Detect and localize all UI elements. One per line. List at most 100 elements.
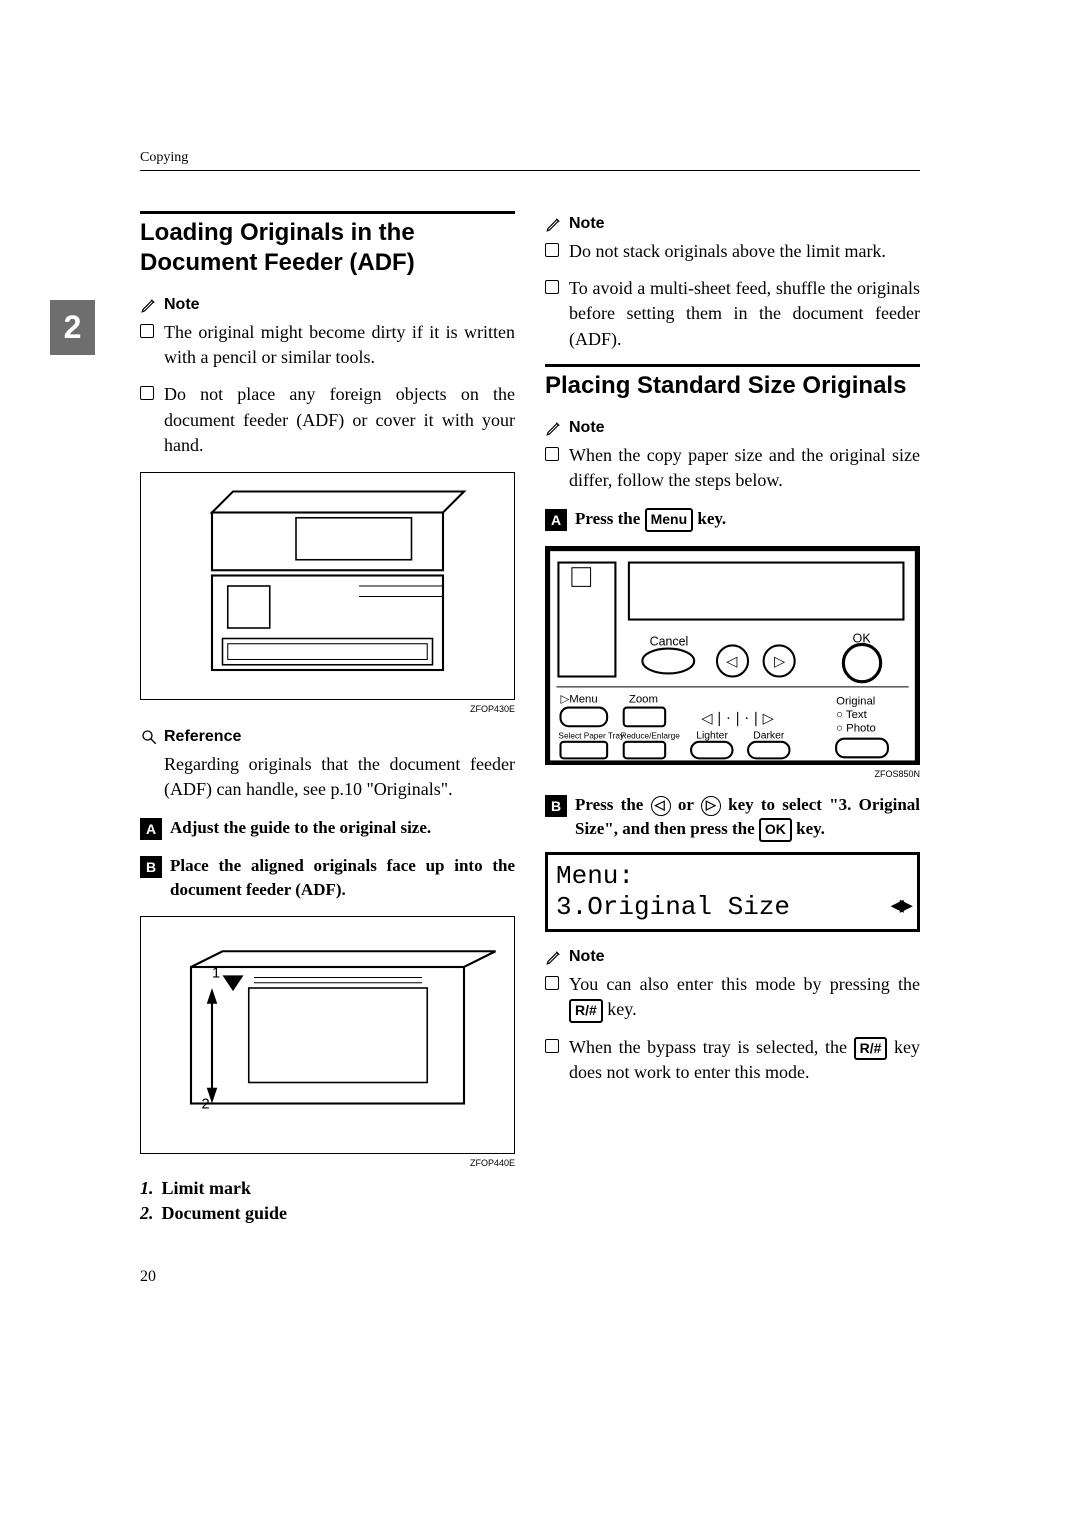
- step-text: Place the aligned originals face up into…: [170, 854, 515, 902]
- note-text-segment: You can also enter this mode by pressing…: [569, 974, 920, 994]
- legend-item: 1. Limit mark: [140, 1178, 515, 1199]
- bullet-icon: [545, 447, 559, 461]
- bullet-icon: [140, 324, 154, 338]
- step-1: A Press the Menu key.: [545, 507, 920, 532]
- step-2: B Press the or key to select "3. Origina…: [545, 793, 920, 841]
- note-heading: Note: [545, 419, 920, 437]
- section-title-adf: Loading Originals in the Document Feeder…: [140, 218, 515, 278]
- svg-text:▷: ▷: [774, 654, 786, 670]
- svg-text:Lighter: Lighter: [696, 730, 728, 741]
- figure-caption: ZFOS850N: [545, 769, 920, 779]
- svg-text:2: 2: [202, 1097, 210, 1113]
- bullet-icon: [545, 280, 559, 294]
- running-header: Copying: [140, 150, 920, 171]
- chapter-tab: 2: [50, 300, 95, 355]
- legend-number: 1.: [140, 1178, 154, 1199]
- printer-illustration: [149, 481, 506, 691]
- svg-text:Select Paper Tray: Select Paper Tray: [558, 731, 625, 740]
- figure-control-panel: Cancel ◁ ▷ OK ▷Menu Zoom Select Paper Tr…: [545, 546, 920, 766]
- left-column: Loading Originals in the Document Feeder…: [140, 201, 515, 1228]
- reference-text: Regarding originals that the document fe…: [164, 752, 515, 802]
- bullet-icon: [545, 976, 559, 990]
- reference-label: Reference: [164, 728, 241, 746]
- figure-caption: ZFOP430E: [140, 704, 515, 714]
- step-text: Press the Menu key.: [575, 507, 726, 532]
- magnifier-icon: [140, 728, 158, 746]
- step-text-segment: key.: [697, 509, 726, 528]
- step-number-icon: B: [545, 795, 567, 817]
- svg-text:Zoom: Zoom: [629, 693, 658, 705]
- pencil-icon: [545, 419, 563, 437]
- svg-text:Darker: Darker: [753, 730, 785, 741]
- bullet-icon: [545, 243, 559, 257]
- note-text: The original might become dirty if it is…: [164, 320, 515, 370]
- step-text-segment: Press the: [575, 509, 645, 528]
- legend-number: 2.: [140, 1203, 154, 1224]
- svg-text:1: 1: [212, 965, 220, 981]
- note-text-segment: key.: [607, 999, 636, 1019]
- step-text-segment: Press the: [575, 795, 651, 814]
- note-label: Note: [569, 419, 605, 437]
- section-title-standard: Placing Standard Size Originals: [545, 371, 920, 401]
- r-hash-key-label: R/#: [569, 999, 603, 1023]
- step-text: Press the or key to select "3. Original …: [575, 793, 920, 841]
- note-label: Note: [569, 948, 605, 966]
- figure-adf-printer: [140, 472, 515, 700]
- legend-item: 2. Document guide: [140, 1203, 515, 1224]
- svg-text:○ Text: ○ Text: [836, 709, 868, 721]
- lcd-arrows-icon: ◀▶: [891, 894, 910, 920]
- note-label: Note: [164, 296, 200, 314]
- adf-guide-illustration: 1 2: [149, 925, 506, 1146]
- step-text: Adjust the guide to the original size.: [170, 816, 431, 840]
- note-item: To avoid a multi-sheet feed, shuffle the…: [545, 276, 920, 352]
- note-item: You can also enter this mode by pressing…: [545, 972, 920, 1023]
- note-heading: Note: [140, 296, 515, 314]
- ok-key-label: OK: [759, 818, 792, 842]
- svg-text:Reduce/Enlarge: Reduce/Enlarge: [621, 731, 681, 740]
- figure-adf-guide: 1 2: [140, 916, 515, 1155]
- note-item: Do not place any foreign objects on the …: [140, 382, 515, 458]
- svg-text:◁: ◁: [726, 654, 738, 670]
- note-item: The original might become dirty if it is…: [140, 320, 515, 370]
- step-text-segment: or: [678, 795, 701, 814]
- menu-key-label: Menu: [645, 508, 694, 532]
- note-text: Do not place any foreign objects on the …: [164, 382, 515, 458]
- note-heading: Note: [545, 948, 920, 966]
- lcd-line1: Menu:: [556, 861, 909, 892]
- note-item: When the copy paper size and the origina…: [545, 443, 920, 493]
- step-number-icon: A: [140, 818, 162, 840]
- svg-text:Original: Original: [836, 695, 875, 707]
- left-arrow-key-icon: [651, 796, 671, 816]
- pencil-icon: [140, 296, 158, 314]
- reference-heading: Reference: [140, 728, 515, 746]
- step-number-icon: B: [140, 856, 162, 878]
- svg-text:▷Menu: ▷Menu: [561, 693, 598, 705]
- lcd-display: Menu: 3.Original Size ◀▶: [545, 852, 920, 932]
- svg-text:○ Photo: ○ Photo: [836, 722, 876, 734]
- note-item: When the bypass tray is selected, the R/…: [545, 1035, 920, 1086]
- pencil-icon: [545, 215, 563, 233]
- lcd-line2: 3.Original Size: [556, 892, 790, 923]
- note-text: To avoid a multi-sheet feed, shuffle the…: [569, 276, 920, 352]
- bullet-icon: [140, 386, 154, 400]
- r-hash-key-label: R/#: [854, 1037, 888, 1061]
- note-text: When the bypass tray is selected, the R/…: [569, 1035, 920, 1086]
- step-2: B Place the aligned originals face up in…: [140, 854, 515, 902]
- step-1: A Adjust the guide to the original size.: [140, 816, 515, 840]
- cancel-label: Cancel: [650, 634, 689, 648]
- note-text-segment: When the bypass tray is selected, the: [569, 1037, 854, 1057]
- figure-caption: ZFOP440E: [140, 1158, 515, 1168]
- note-heading: Note: [545, 215, 920, 233]
- control-panel-illustration: Cancel ◁ ▷ OK ▷Menu Zoom Select Paper Tr…: [546, 547, 919, 765]
- page-number: 20: [140, 1268, 1020, 1286]
- legend-text: Document guide: [162, 1203, 288, 1224]
- legend-text: Limit mark: [162, 1178, 252, 1199]
- bullet-icon: [545, 1039, 559, 1053]
- figure-legend: 1. Limit mark 2. Document guide: [140, 1178, 515, 1224]
- pencil-icon: [545, 948, 563, 966]
- note-label: Note: [569, 215, 605, 233]
- note-text: You can also enter this mode by pressing…: [569, 972, 920, 1023]
- note-text: When the copy paper size and the origina…: [569, 443, 920, 493]
- right-arrow-key-icon: [701, 796, 721, 816]
- note-item: Do not stack originals above the limit m…: [545, 239, 920, 264]
